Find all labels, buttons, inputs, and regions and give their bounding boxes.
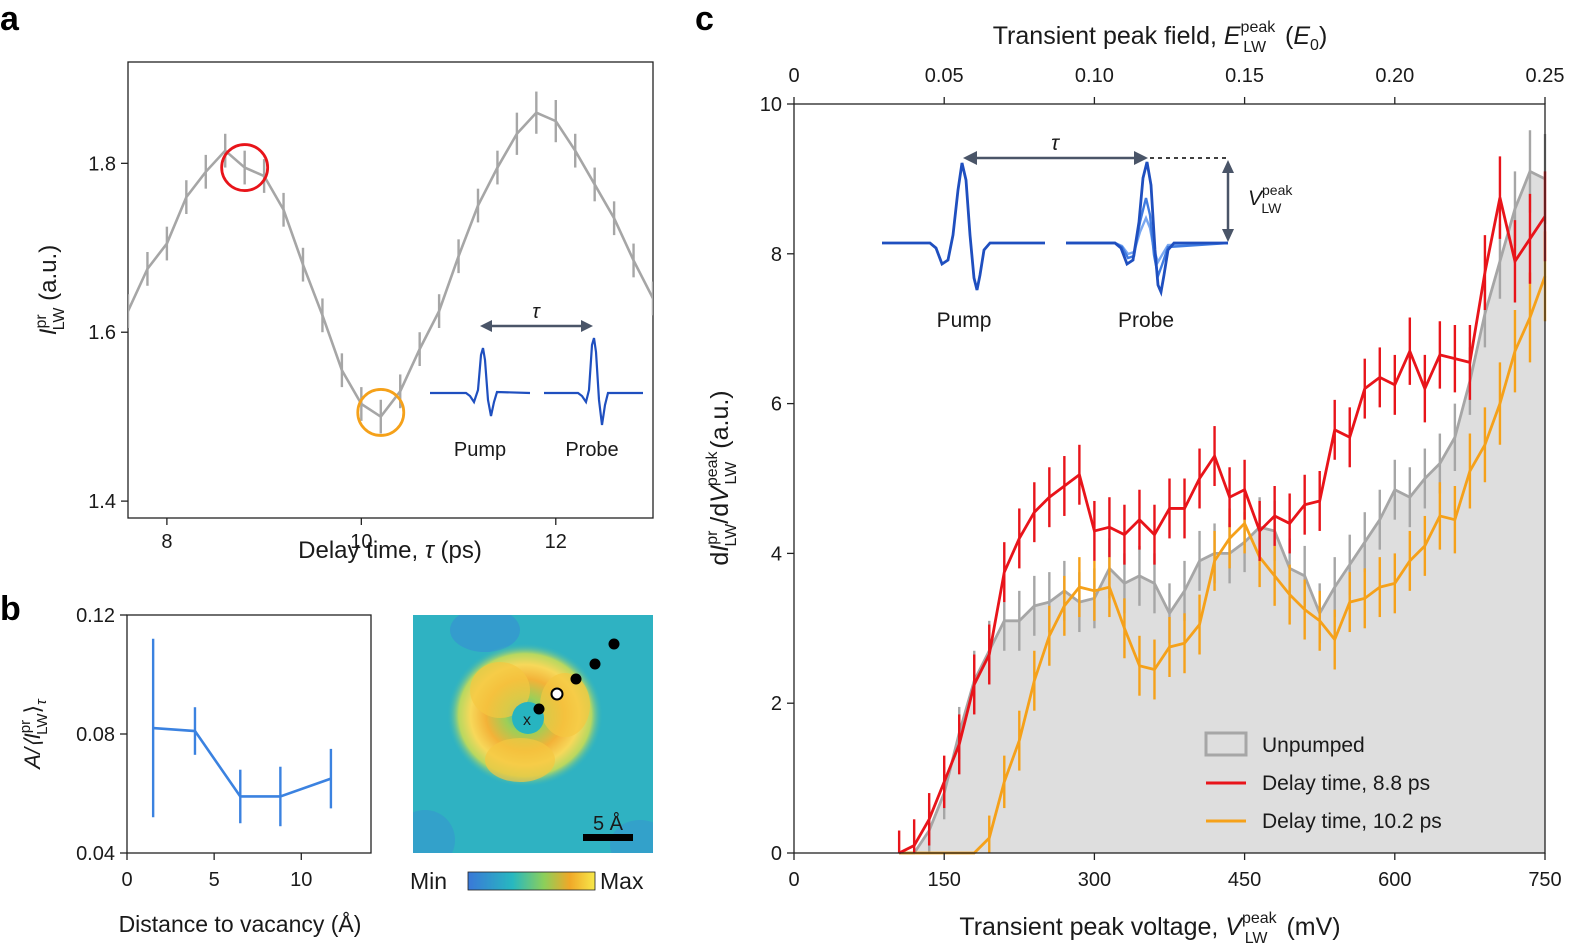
panel-label-c: c	[695, 0, 714, 38]
x-tick-label-c: 300	[1078, 869, 1111, 891]
top-x-tick-label-c: 0.15	[1225, 65, 1264, 87]
x-tick-label-c: 0	[788, 869, 799, 891]
y-tick-label-c: 8	[771, 244, 782, 266]
v-arrow-up-icon	[1222, 160, 1234, 173]
top-x-tick-label-c: 0.10	[1075, 65, 1114, 87]
tip-position-dot	[608, 638, 620, 650]
top-x-tick-label-c: 0.20	[1375, 65, 1414, 87]
tip-position-dot	[570, 673, 582, 685]
top-x-axis-label-c: Transient peak field, Epeak LW (E0)	[993, 19, 1328, 56]
tau-arrow-right-icon	[581, 320, 593, 332]
series-line-a	[128, 111, 653, 419]
series-line-delay-time-8-8-ps	[898, 197, 1547, 855]
tau-label-c: τ	[1051, 132, 1060, 155]
x-axis-label-c: Transient peak voltage, Vpeak LW (mV)	[959, 910, 1340, 947]
chart-panel-c: 0 150 300 450 600 750 0 0.05 0.10 0.15 0.20 0.25 0 2 4…	[704, 19, 1564, 947]
y-axis-label-c: dIpr LW/dVpeak LW (a.u.)	[704, 390, 740, 565]
pump-label-c: Pump	[937, 309, 992, 332]
x-axis-label-a: Delay time, τ (ps)	[298, 537, 482, 564]
colorbar	[467, 871, 596, 891]
probe-label-a: Probe	[565, 439, 618, 461]
scale-bar	[583, 834, 633, 841]
tip-position-dot-open	[550, 687, 564, 701]
tau-label-a: τ	[532, 301, 541, 323]
legend-label-10-2ps: Delay time, 10.2 ps	[1262, 810, 1442, 833]
probe-pulse-c-mid	[1066, 197, 1229, 281]
vacancy-mark: x	[523, 712, 531, 729]
y-tick-label-a: 1.4	[88, 491, 116, 513]
y-tick-label-c: 10	[760, 94, 782, 116]
legend-label-unpumped: Unpumped	[1262, 734, 1365, 757]
x-tick-label-a: 12	[545, 531, 567, 553]
stm-lobe	[540, 673, 590, 737]
y-tick-label-a: 1.8	[88, 153, 116, 175]
chart-panel-b: 0 5 10 0.04 0.08 0.12 Distance to vacancy (Å)…	[17, 605, 372, 937]
y-tick-label-a: 1.6	[88, 322, 116, 344]
top-x-tick-label-c: 0.05	[925, 65, 964, 87]
probe-pulse-c	[1066, 161, 1228, 297]
tau-arrow-left-icon	[963, 151, 977, 165]
stm-image: x 5 Å Min Max	[410, 615, 653, 894]
x-tick-label-c: 150	[928, 869, 961, 891]
stm-lobe	[470, 662, 530, 718]
y-tick-label-c: 0	[771, 843, 782, 865]
y-tick-label-c: 6	[771, 394, 782, 416]
top-x-tick-label-c: 0	[788, 65, 799, 87]
x-tick-label-a: 8	[161, 531, 172, 553]
plot-frame-c	[793, 103, 1546, 854]
series-line-b	[153, 726, 332, 798]
y-tick-label-b: 0.12	[76, 605, 115, 627]
colorbar-min-label: Min	[410, 868, 447, 894]
plot-frame-b	[126, 614, 372, 854]
legend-swatch-unpumped	[1204, 731, 1248, 757]
top-x-tick-label-c: 0.25	[1526, 65, 1565, 87]
y-tick-label-c: 2	[771, 693, 782, 715]
stm-lobe	[485, 738, 555, 782]
pump-pulse-c	[882, 162, 1045, 291]
x-tick-label-b: 10	[290, 869, 312, 891]
y-tick-label-b: 0.08	[76, 724, 115, 746]
inset-pulses-c: τ Vpeak LW Pump Probe	[882, 132, 1293, 332]
x-tick-label-a: 10	[350, 531, 372, 553]
x-tick-label-c: 450	[1228, 869, 1261, 891]
colorbar-max-label: Max	[600, 868, 644, 894]
y-tick-label-c: 4	[771, 543, 782, 565]
chart-panel-a: 8 10 12 1.4 1.6 1.8 Delay time, τ (ps) IprLW …	[33, 61, 654, 564]
panel-label-b: b	[0, 590, 21, 628]
pump-pulse-a	[430, 347, 531, 417]
x-axis-label-b: Distance to vacancy (Å)	[119, 910, 362, 937]
stm-blue-region	[450, 615, 520, 652]
unpumped-area	[899, 171, 1545, 853]
probe-pulse-c-light	[1066, 214, 1229, 265]
probe-label-c: Probe	[1118, 309, 1174, 332]
scale-bar-label: 5 Å	[593, 812, 624, 835]
v-peak-label: Vpeak LW	[1248, 182, 1293, 216]
y-axis-label-a: IprLW (a.u.)	[33, 245, 68, 335]
tip-position-dot	[589, 658, 601, 670]
tau-arrow-right-icon	[1134, 151, 1148, 165]
orange-circle-marker	[356, 388, 406, 437]
probe-pulse-a	[544, 337, 643, 426]
red-circle-marker	[220, 143, 270, 192]
legend-label-8-8ps: Delay time, 8.8 ps	[1262, 772, 1430, 795]
y-tick-label-b: 0.04	[76, 843, 115, 865]
pump-label-a: Pump	[454, 439, 506, 461]
tip-position-dot	[533, 703, 545, 715]
legend: Unpumped Delay time, 8.8 ps Delay time, …	[1204, 731, 1442, 833]
x-tick-label-c: 600	[1378, 869, 1411, 891]
x-tick-label-c: 750	[1528, 869, 1561, 891]
inset-pulses-a: τ Pump Probe	[430, 301, 643, 461]
stm-blue-region	[413, 810, 455, 853]
series-line-delay-time-10-2-ps	[899, 275, 1547, 855]
panel-label-a: a	[0, 0, 20, 38]
v-arrow-down-icon	[1222, 229, 1234, 242]
series-line-unpumped	[899, 169, 1546, 855]
x-tick-label-b: 5	[209, 869, 220, 891]
y-axis-label-b: A/⟨IprLW⟩τ	[17, 698, 51, 771]
tau-arrow-left-icon	[480, 320, 492, 332]
x-tick-label-b: 0	[121, 869, 132, 891]
